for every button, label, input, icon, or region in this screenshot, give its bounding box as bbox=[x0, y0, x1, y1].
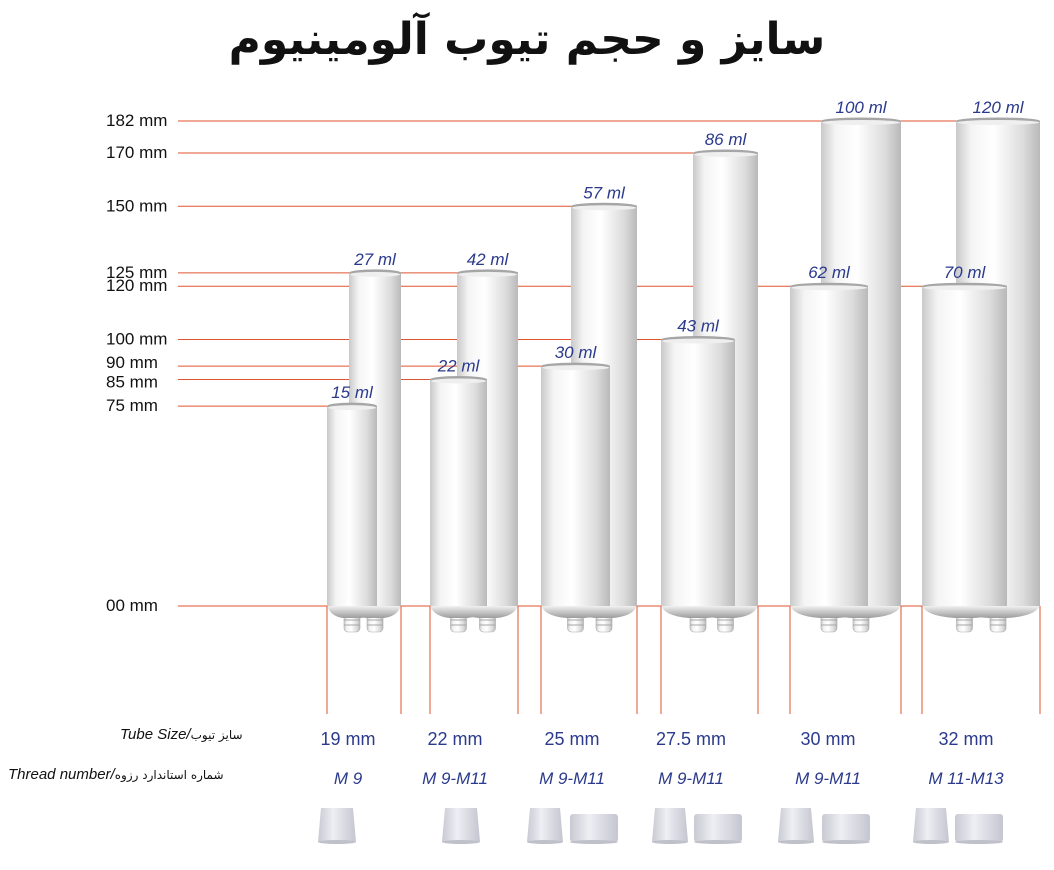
cap-base bbox=[822, 840, 870, 844]
height-label: 90 mm bbox=[106, 353, 158, 372]
tube-body bbox=[790, 286, 868, 606]
cap-base bbox=[913, 840, 949, 844]
tube-diameter: 27.5 mm bbox=[656, 729, 726, 749]
tube-shoulder bbox=[922, 604, 1007, 618]
tube-crimp-highlight bbox=[328, 405, 376, 411]
thread-number: M 9-M11 bbox=[658, 769, 724, 788]
thread-number: M 9-M11 bbox=[795, 769, 861, 788]
capacity-label: 27 ml bbox=[353, 250, 397, 269]
cap-base bbox=[442, 840, 480, 844]
tube bbox=[430, 375, 487, 633]
conical-cap bbox=[652, 808, 688, 842]
tube-diameter: 19 mm bbox=[320, 729, 375, 749]
tube-crimp-highlight bbox=[572, 205, 636, 211]
tube-body bbox=[541, 366, 610, 606]
cap-base bbox=[570, 840, 618, 844]
capacity-label: 57 ml bbox=[583, 183, 626, 202]
thread-number: M 9 bbox=[334, 769, 363, 788]
conical-cap bbox=[778, 808, 814, 842]
height-label: 100 mm bbox=[106, 330, 167, 349]
tube-crimp-highlight bbox=[662, 338, 734, 344]
thread-number: M 11-M13 bbox=[928, 769, 1004, 788]
tube-body bbox=[922, 286, 1007, 606]
height-label: 00 mm bbox=[106, 596, 158, 615]
capacity-label: 30 ml bbox=[555, 343, 598, 362]
tube-diameter: 32 mm bbox=[938, 729, 993, 749]
tube-body bbox=[327, 406, 377, 606]
tube-shoulder bbox=[541, 604, 610, 618]
tube-shoulder bbox=[327, 604, 377, 618]
tube bbox=[661, 336, 735, 633]
thread-label-fa: شماره استاندارد رزوه bbox=[114, 768, 224, 782]
cap-base bbox=[694, 840, 742, 844]
capacity-label: 43 ml bbox=[677, 317, 720, 336]
cap-base bbox=[652, 840, 688, 844]
thread-number: M 9-M11 bbox=[539, 769, 605, 788]
capacity-label: 42 ml bbox=[467, 250, 510, 269]
thread-number: M 9-M11 bbox=[422, 769, 488, 788]
capacity-label: 22 ml bbox=[437, 356, 481, 375]
tube-body bbox=[430, 379, 487, 606]
tube bbox=[327, 402, 377, 633]
flat-cap bbox=[694, 814, 742, 842]
tube-size-label-en: Tube Size/ bbox=[120, 726, 191, 743]
thread-label-en: Thread number/ bbox=[8, 766, 115, 783]
tube-body bbox=[661, 339, 735, 606]
tube bbox=[790, 282, 868, 633]
capacity-label: 62 ml bbox=[808, 263, 851, 282]
conical-cap bbox=[527, 808, 563, 842]
tube-shoulder bbox=[661, 604, 735, 618]
height-label: 125 mm bbox=[106, 263, 167, 282]
tube-crimp-highlight bbox=[431, 378, 486, 384]
tube-shoulder bbox=[790, 604, 868, 618]
conical-cap bbox=[442, 808, 480, 842]
capacity-label: 86 ml bbox=[705, 130, 748, 149]
height-label: 150 mm bbox=[106, 196, 167, 215]
flat-cap bbox=[570, 814, 618, 842]
tube bbox=[541, 362, 610, 633]
thread-row-label: Thread number/شماره استاندارد رزوه bbox=[8, 766, 224, 784]
height-label: 85 mm bbox=[106, 372, 158, 391]
tube-diameter: 22 mm bbox=[427, 729, 482, 749]
tube-size-label-fa: سایز تیوب bbox=[190, 728, 243, 742]
cap-base bbox=[318, 840, 356, 844]
tube-diameter: 25 mm bbox=[544, 729, 599, 749]
tube-size-row-label: Tube Size/سایز تیوب bbox=[120, 726, 243, 744]
conical-cap bbox=[913, 808, 949, 842]
height-label: 120 mm bbox=[106, 276, 167, 295]
tube-crimp-highlight bbox=[350, 271, 400, 277]
tube bbox=[922, 282, 1007, 633]
capacity-label: 120 ml bbox=[972, 98, 1024, 117]
height-label: 182 mm bbox=[106, 111, 167, 130]
page-title: سایز و حجم تیوب آلومینیوم bbox=[228, 14, 826, 65]
tube-crimp-highlight bbox=[542, 365, 609, 371]
tube-crimp-highlight bbox=[694, 151, 757, 157]
cap-base bbox=[778, 840, 814, 844]
tube-diameter: 30 mm bbox=[800, 729, 855, 749]
tube-crimp-highlight bbox=[957, 119, 1039, 125]
cap-base bbox=[955, 840, 1003, 844]
flat-cap bbox=[822, 814, 870, 842]
conical-cap bbox=[318, 808, 356, 842]
tube-shoulder bbox=[430, 604, 487, 618]
capacity-label: 70 ml bbox=[944, 263, 987, 282]
capacity-label: 100 ml bbox=[835, 98, 887, 117]
tube-crimp-highlight bbox=[791, 285, 867, 291]
cap-base bbox=[527, 840, 563, 844]
height-label: 170 mm bbox=[106, 143, 167, 162]
tube-crimp-highlight bbox=[923, 285, 1006, 291]
flat-cap bbox=[955, 814, 1003, 842]
height-label: 75 mm bbox=[106, 396, 158, 415]
capacity-label: 15 ml bbox=[331, 383, 374, 402]
tube-crimp-highlight bbox=[458, 271, 517, 277]
tube-crimp-highlight bbox=[822, 119, 900, 125]
